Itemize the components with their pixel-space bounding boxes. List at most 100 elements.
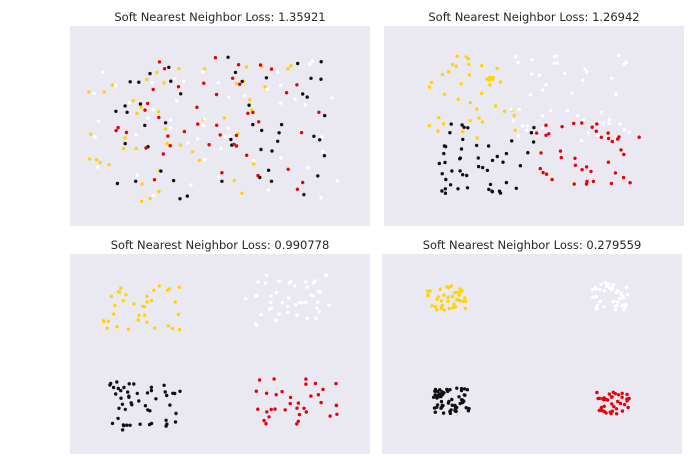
scatter-point bbox=[625, 392, 629, 397]
scatter-point bbox=[236, 63, 241, 67]
scatter-point bbox=[448, 131, 452, 135]
scatter-point bbox=[498, 191, 503, 195]
scatter-point bbox=[516, 134, 521, 138]
scatter-point bbox=[609, 395, 614, 399]
scatter-point bbox=[264, 76, 269, 80]
scatter-point bbox=[256, 280, 260, 284]
scatter-point bbox=[319, 60, 323, 64]
scatter-point bbox=[119, 396, 123, 400]
scatter-point bbox=[286, 167, 290, 171]
scatter-point bbox=[247, 103, 251, 107]
scatter-point bbox=[112, 312, 116, 316]
scatter-point bbox=[312, 134, 316, 138]
scatter-point bbox=[616, 137, 620, 141]
scatter-point bbox=[276, 70, 280, 74]
scatter-point bbox=[488, 182, 493, 187]
scatter-point bbox=[150, 80, 154, 85]
scatter-point bbox=[122, 385, 126, 390]
scatter-point bbox=[455, 54, 459, 58]
panel-title-2: Soft Nearest Neighbor Loss: 1.26942 bbox=[428, 10, 640, 24]
scatter-point bbox=[475, 136, 479, 140]
scatter-point bbox=[226, 126, 230, 130]
scatter-point bbox=[233, 70, 238, 75]
scatter-point bbox=[148, 196, 152, 201]
scatter-point bbox=[440, 403, 444, 407]
scatter-point bbox=[612, 299, 616, 304]
scatter-point bbox=[303, 280, 308, 284]
scatter-point bbox=[530, 58, 534, 62]
scatter-point bbox=[524, 128, 529, 132]
scatter-point bbox=[155, 70, 159, 75]
scatter-point bbox=[618, 401, 623, 406]
scatter-point bbox=[115, 181, 120, 186]
scatter-point bbox=[88, 132, 93, 136]
scatter-point bbox=[461, 137, 465, 142]
scatter-point bbox=[308, 62, 312, 66]
scatter-point bbox=[529, 131, 534, 135]
scatter-point bbox=[439, 299, 444, 303]
scatter-point bbox=[153, 326, 157, 330]
scatter-point bbox=[625, 397, 629, 401]
scatter-point bbox=[501, 160, 505, 164]
scatter-point bbox=[252, 158, 256, 163]
scatter-point bbox=[269, 294, 273, 298]
scatter-point bbox=[440, 172, 444, 176]
scatter-point bbox=[461, 299, 466, 303]
scatter-point bbox=[301, 180, 305, 185]
scatter-point bbox=[163, 390, 167, 394]
scatter-point bbox=[202, 124, 206, 128]
scatter-point bbox=[256, 173, 260, 178]
scatter-point bbox=[182, 79, 186, 84]
scatter-point bbox=[244, 65, 249, 69]
scatter-point bbox=[558, 149, 563, 153]
scatter-point bbox=[485, 77, 489, 81]
scatter-point bbox=[219, 146, 223, 151]
scatter-svg-3 bbox=[102, 273, 339, 432]
scatter-point bbox=[164, 418, 168, 422]
scatter-point bbox=[475, 107, 479, 111]
scatter-point bbox=[619, 292, 623, 296]
scatter-point bbox=[591, 179, 596, 184]
scatter-point bbox=[461, 129, 465, 134]
scatter-point bbox=[113, 303, 117, 308]
scatter-point bbox=[431, 395, 436, 399]
scatter-point bbox=[216, 81, 221, 85]
scatter-point bbox=[327, 303, 331, 307]
scatter-point bbox=[163, 121, 168, 125]
scatter-point bbox=[517, 107, 521, 112]
scatter-point bbox=[321, 149, 325, 154]
scatter-point bbox=[547, 132, 551, 136]
scatter-point bbox=[189, 183, 193, 187]
scatter-point bbox=[512, 113, 516, 118]
scatter-point bbox=[296, 61, 300, 66]
scatter-point bbox=[265, 273, 269, 278]
scatter-point bbox=[620, 391, 624, 395]
scatter-point bbox=[454, 406, 458, 410]
scatter-point bbox=[450, 169, 454, 173]
scatter-point bbox=[148, 409, 152, 413]
scatter-point bbox=[615, 303, 619, 308]
scatter-point bbox=[602, 409, 606, 414]
scatter-point bbox=[446, 299, 450, 303]
scatter-point bbox=[616, 393, 621, 397]
scatter-point bbox=[602, 289, 606, 293]
scatter-point bbox=[334, 381, 338, 386]
scatter-point bbox=[168, 144, 172, 148]
scatter-point bbox=[606, 160, 611, 164]
scatter-point bbox=[459, 147, 464, 151]
scatter-point bbox=[166, 324, 170, 328]
scatter-point bbox=[137, 313, 141, 317]
scatter-point bbox=[115, 325, 119, 329]
scatter-point bbox=[453, 403, 457, 408]
scatter-point bbox=[266, 87, 270, 91]
scatter-point bbox=[302, 192, 306, 197]
scatter-point bbox=[463, 393, 467, 397]
scatter-point bbox=[157, 284, 161, 288]
scatter-point bbox=[495, 66, 499, 71]
scatter-point bbox=[440, 189, 444, 193]
scatter-point bbox=[532, 125, 536, 130]
scatter-point bbox=[143, 123, 147, 128]
scatter-point bbox=[140, 182, 144, 186]
scatter-point bbox=[575, 114, 580, 118]
scatter-point bbox=[117, 406, 121, 410]
